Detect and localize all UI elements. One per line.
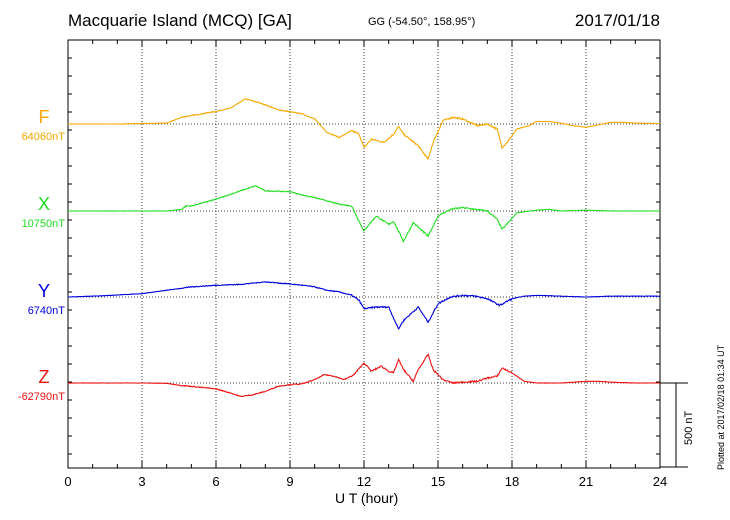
series-line-f [67,98,661,160]
baseline-value-f: 64060nT [21,131,65,143]
x-axis-label: U T (hour) [335,490,399,506]
series-label-y: Y [37,281,50,301]
x-tick-label: 24 [652,474,668,489]
series-label-x: X [37,194,50,214]
baseline-value-z: -62790nT [17,391,65,403]
baseline-value-y: 6740nT [27,305,65,317]
x-tick-label: 3 [138,474,146,489]
x-tick-label: 15 [430,474,446,489]
series-label-z: Z [38,367,50,387]
series-label-f: F [38,107,50,127]
baseline-value-x: 10750nT [21,218,65,230]
plotted-timestamp: Plotted at 2017/02/18 01:34 UT [716,344,726,470]
geo-coordinates: GG (-54.50°, 158.95°) [368,16,476,28]
chart-title: Macquarie Island (MCQ) [GA] [68,11,292,30]
series-line-x [68,185,660,243]
x-tick-label: 6 [212,474,220,489]
chart-date: 2017/01/18 [574,11,660,30]
x-tick-label: 21 [578,474,594,489]
series-line-z [68,353,660,398]
series-line-y [68,281,661,330]
scale-bar-label: 500 nT [683,410,695,445]
x-tick-label: 9 [286,474,294,489]
x-tick-label: 12 [356,474,372,489]
x-tick-label: 0 [64,474,72,489]
x-tick-label: 18 [504,474,520,489]
